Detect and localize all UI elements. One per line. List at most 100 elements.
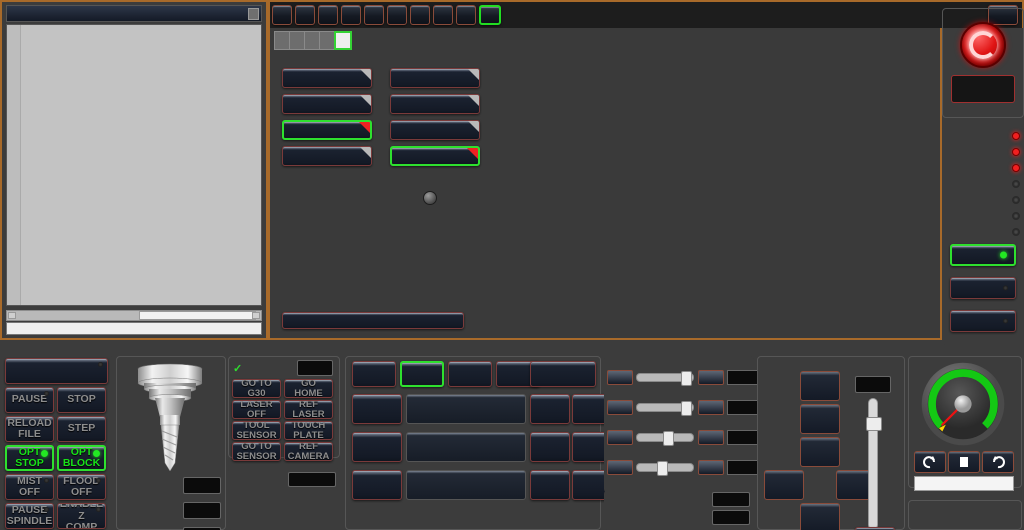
offsets-button-ref-camera[interactable]: REF CAMERA: [284, 442, 333, 461]
program-button-flood-off[interactable]: FLOOD OFF: [57, 474, 106, 500]
offsets-button-laser-off[interactable]: LASER OFF: [232, 400, 281, 419]
exit-button[interactable]: [988, 5, 1018, 25]
override-max-value[interactable]: [698, 430, 724, 445]
estop-button[interactable]: [960, 22, 1006, 68]
workpiece-height-checkbox[interactable]: ✓: [233, 363, 243, 375]
override-slider-thumb[interactable]: [663, 431, 674, 446]
override-max-value[interactable]: [698, 400, 724, 415]
belt-button-belt7[interactable]: [390, 120, 480, 140]
override-max-value[interactable]: [698, 370, 724, 385]
dro-mode-home-all[interactable]: [530, 361, 596, 387]
dro-value-y[interactable]: [406, 432, 526, 462]
tab-utils[interactable]: [479, 5, 501, 25]
program-button-label: STOP: [67, 393, 96, 406]
override-min-value[interactable]: [607, 460, 633, 475]
jog-y-plus-button[interactable]: [800, 437, 840, 467]
belt-button-belt1[interactable]: [282, 68, 372, 88]
jog-z-plus-button[interactable]: [800, 371, 840, 401]
gcode-horizontal-scrollbar[interactable]: [6, 310, 262, 321]
offsets-button-tool-sensor[interactable]: TOOL SENSOR: [232, 421, 281, 440]
dro-value-x[interactable]: [406, 394, 526, 424]
spindle-stop-button[interactable]: [948, 451, 980, 473]
program-button-step[interactable]: STEP: [57, 416, 106, 442]
dro-zero-y-button[interactable]: [530, 432, 570, 462]
override-slider-feedrate[interactable]: [636, 431, 694, 446]
gcode-viewer[interactable]: [6, 24, 262, 306]
offsets-button-label: CAMERA: [287, 450, 330, 461]
tab-tool[interactable]: [341, 5, 361, 25]
tab-offsets[interactable]: [318, 5, 338, 25]
dro-mode-wcs[interactable]: [352, 361, 396, 387]
program-button-pause-spindle[interactable]: PAUSE SPINDLE: [5, 503, 54, 529]
spindle-cw-button[interactable]: [982, 451, 1014, 473]
program-button-opt-stop[interactable]: OPT STOP: [5, 445, 54, 471]
override-slider-thumb[interactable]: [681, 371, 692, 386]
belt-button-belt4[interactable]: [282, 146, 372, 166]
scrollbar-thumb[interactable]: [139, 311, 256, 320]
override-slider-spindle[interactable]: [636, 461, 694, 476]
program-button-opt-block[interactable]: OPT BLOCK: [57, 445, 106, 471]
program-button-reload-file[interactable]: RELOAD FILE: [5, 416, 54, 442]
subtab-workpiece[interactable]: [319, 31, 334, 50]
mdi-input[interactable]: [6, 322, 262, 335]
tab-file[interactable]: [295, 5, 315, 25]
jog-y-minus-button[interactable]: [800, 503, 840, 530]
workpiece-height-value[interactable]: [297, 360, 333, 376]
belt-button-belt3[interactable]: [282, 120, 372, 140]
override-slider-rapid[interactable]: [636, 401, 694, 416]
tab-setup[interactable]: [433, 5, 453, 25]
override-slider-thumb[interactable]: [657, 461, 668, 476]
belt-button-belt8[interactable]: [390, 146, 480, 166]
jog-x-minus-button[interactable]: [764, 470, 804, 500]
dro-mode-abs[interactable]: [400, 361, 444, 387]
program-button-stop[interactable]: STOP: [57, 387, 106, 413]
tab-status[interactable]: [364, 5, 384, 25]
jog-z-minus-button[interactable]: [800, 404, 840, 434]
override-max-value[interactable]: [698, 460, 724, 475]
dro-value-z[interactable]: [406, 470, 526, 500]
spindle-ccw-button[interactable]: [914, 451, 946, 473]
jog-rate-value[interactable]: [855, 376, 891, 393]
jog-rate-slider[interactable]: [866, 398, 882, 530]
override-min-value[interactable]: [607, 430, 633, 445]
mode-button-man[interactable]: [950, 244, 1016, 266]
tab-main[interactable]: [272, 5, 292, 25]
subtab-facing[interactable]: [274, 31, 289, 50]
offsets-button-go-to-sensor[interactable]: GO TO SENSOR: [232, 442, 281, 461]
offsets-button-ref-laser[interactable]: REF LASER: [284, 400, 333, 419]
program-button-pause[interactable]: PAUSE: [5, 387, 54, 413]
dro-zero-x-button[interactable]: [530, 394, 570, 424]
override-min-value[interactable]: [607, 400, 633, 415]
program-button-enable-z-comp[interactable]: ENABLE Z COMP: [57, 503, 106, 529]
belt-button-belt6[interactable]: [390, 94, 480, 114]
program-button-mist-off[interactable]: MIST OFF: [5, 474, 54, 500]
mode-button-auto[interactable]: [950, 310, 1016, 332]
dro-mode-g54[interactable]: [448, 361, 492, 387]
vfd-error-reset-button[interactable]: [282, 312, 464, 329]
offsets-button-go-home[interactable]: GO HOME: [284, 379, 333, 398]
mode-button-mdi[interactable]: [950, 277, 1016, 299]
offsets-button-touch-plate[interactable]: TOUCH PLATE: [284, 421, 333, 440]
file-header-box-icon[interactable]: [248, 8, 259, 20]
subtab-ngcgui[interactable]: [304, 31, 319, 50]
tab-settings[interactable]: [456, 5, 476, 25]
tool-illustration: [137, 363, 203, 472]
override-slider-thumb[interactable]: [681, 401, 692, 416]
scroll-left-arrow-icon[interactable]: [8, 312, 16, 319]
program-button-label: STOP: [15, 457, 44, 469]
override-min-value[interactable]: [607, 370, 633, 385]
jog-slider-thumb[interactable]: [866, 417, 882, 431]
scroll-right-arrow-icon[interactable]: [252, 312, 260, 319]
subtab-hole-circle[interactable]: [289, 31, 304, 50]
tab-gcodes[interactable]: [410, 5, 430, 25]
jog-fast-button[interactable]: [855, 527, 895, 530]
offsets-button-go-to-g30[interactable]: GO TO G30: [232, 379, 281, 398]
subtab-spindle-extras[interactable]: [334, 31, 352, 50]
belt-button-belt2[interactable]: [282, 94, 372, 114]
cycle-start-button[interactable]: [5, 358, 108, 384]
tab-probe[interactable]: [387, 5, 407, 25]
input-row-at-speed: [946, 192, 1020, 208]
dro-zero-z-button[interactable]: [530, 470, 570, 500]
belt-button-belt5[interactable]: [390, 68, 480, 88]
override-slider-max-velocity[interactable]: [636, 371, 694, 386]
